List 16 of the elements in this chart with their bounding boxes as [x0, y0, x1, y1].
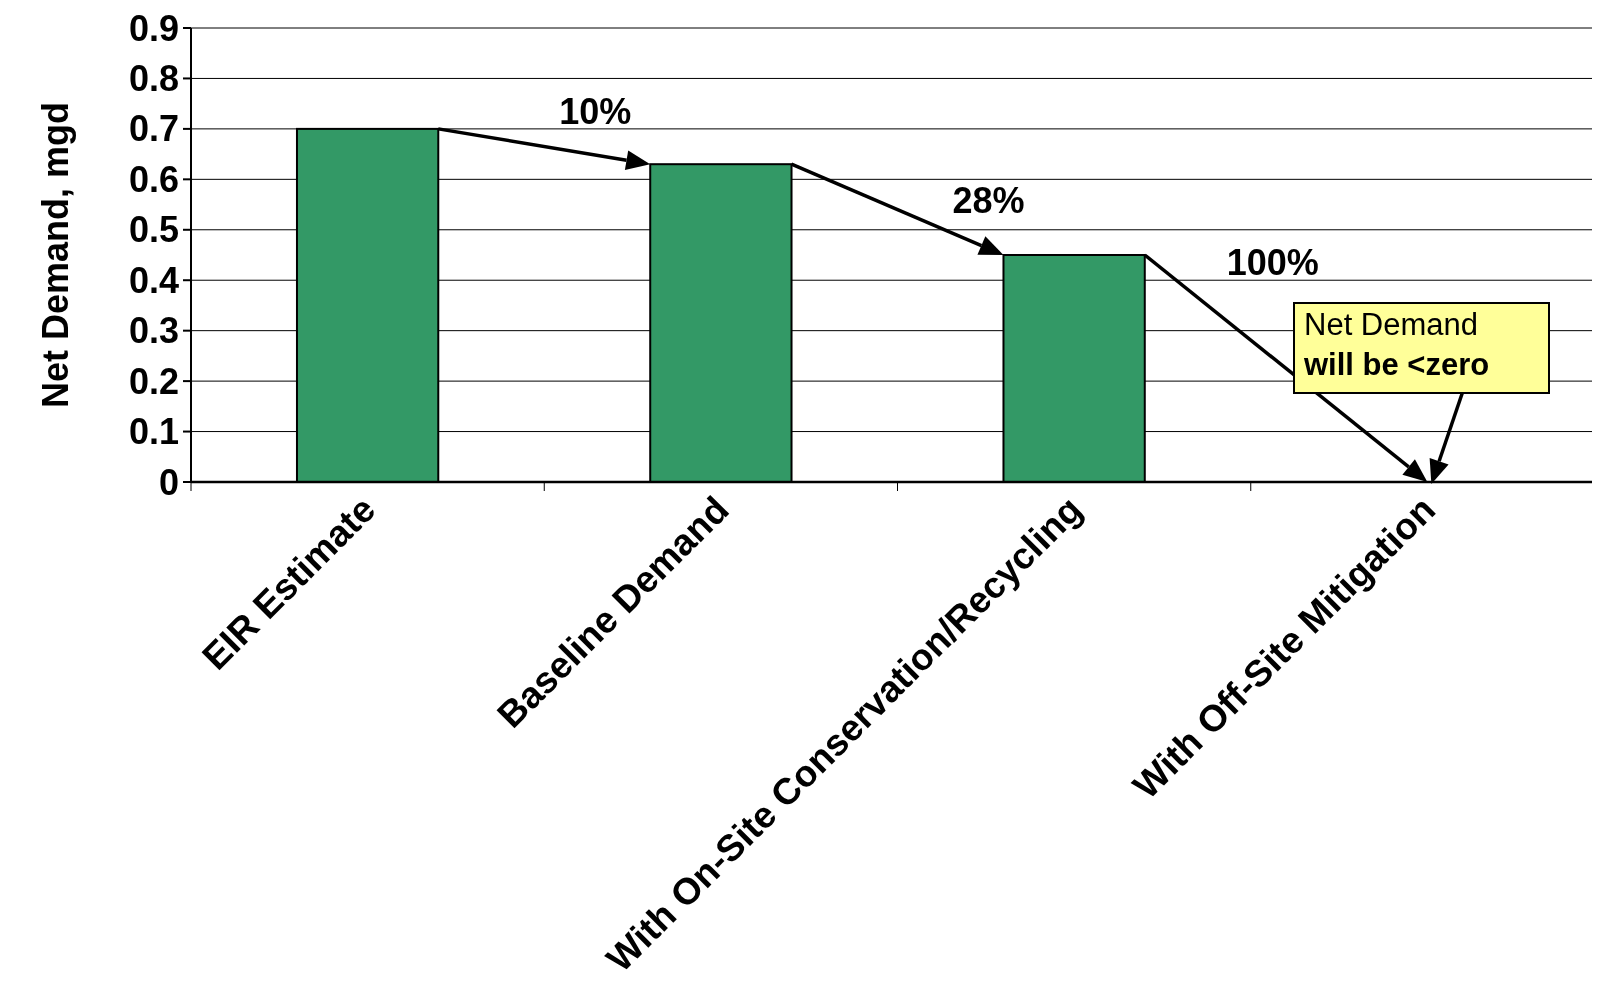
y-tick-label: 0.1 [128, 411, 179, 453]
annotation: 28% [952, 179, 1025, 221]
y-tick-label: 0.3 [128, 310, 179, 352]
y-tick-label: 0.6 [128, 158, 179, 200]
annotation: 10% [559, 90, 632, 132]
y-tick-label: 0.4 [128, 259, 179, 301]
y-tick-label: 0 [158, 461, 179, 503]
annotation: 100% [1226, 241, 1319, 283]
y-tick-label: 0.2 [128, 360, 179, 402]
y-tick-label: 0.8 [128, 58, 179, 100]
y-axis-title: Net Demand, mgd [35, 101, 76, 409]
annotation: will be <zero [1303, 347, 1490, 382]
y-tick-label: 0.5 [128, 209, 179, 251]
y-tick-label: 0.7 [128, 108, 179, 150]
annotation: Net Demand [1304, 307, 1479, 342]
y-tick-label: 0.9 [128, 7, 179, 49]
